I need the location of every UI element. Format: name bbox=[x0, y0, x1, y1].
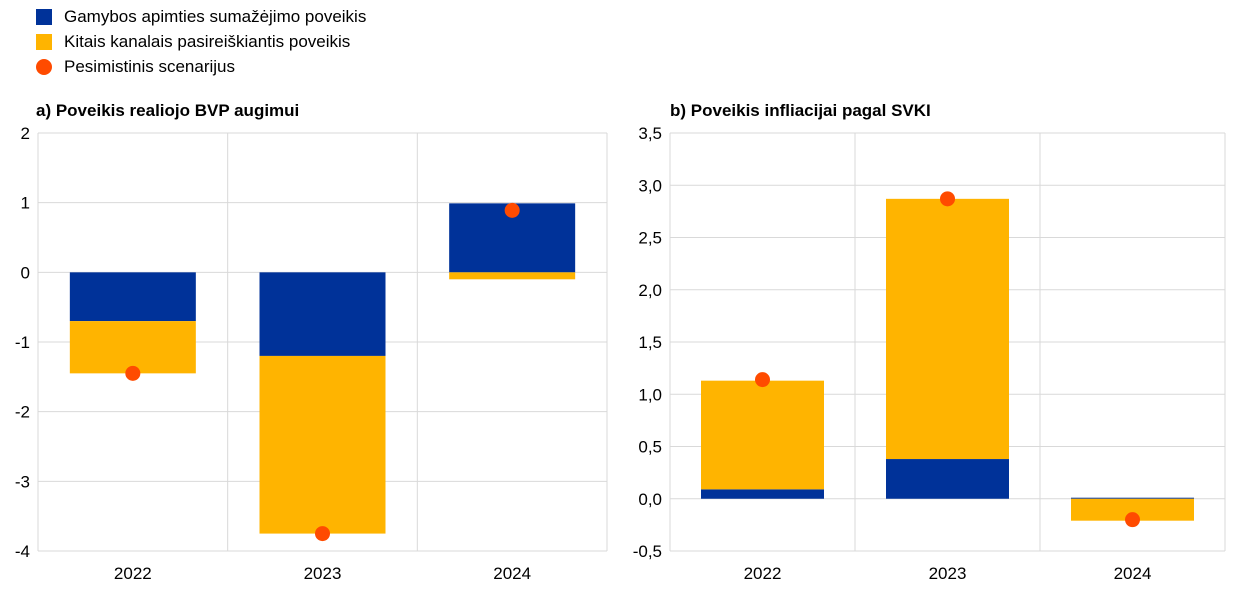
y-tick-label: 0 bbox=[21, 263, 30, 282]
y-tick-label: 0,0 bbox=[638, 490, 662, 509]
y-tick-label: 1,5 bbox=[638, 333, 662, 352]
legend-item-other: Kitais kanalais pasireiškiantis poveikis bbox=[36, 29, 366, 54]
bar-other-channels bbox=[69, 321, 196, 374]
bar-other-channels bbox=[701, 380, 824, 490]
x-tick-label: 2023 bbox=[929, 564, 967, 583]
x-tick-label: 2024 bbox=[1114, 564, 1152, 583]
y-tick-label: 3,0 bbox=[638, 176, 662, 195]
y-tick-label: 1,0 bbox=[638, 385, 662, 404]
legend-item-output: Gamybos apimties sumažėjimo poveikis bbox=[36, 4, 366, 29]
panel-a-title: a) Poveikis realiojo BVP augimui bbox=[36, 101, 299, 120]
x-tick-label: 2022 bbox=[114, 564, 152, 583]
y-tick-label: -1 bbox=[15, 333, 30, 352]
scenario-dot bbox=[755, 372, 770, 388]
bar-output-effect bbox=[886, 459, 1009, 499]
scenario-dot bbox=[125, 365, 141, 381]
bar-output-effect bbox=[701, 489, 824, 499]
y-tick-label: 2 bbox=[21, 124, 30, 143]
bar-other-channels bbox=[449, 272, 576, 280]
legend-dot-orange bbox=[36, 58, 52, 75]
y-tick-label: 3,5 bbox=[638, 124, 662, 143]
bar-output-effect bbox=[69, 272, 196, 322]
bar-other-channels bbox=[259, 355, 386, 534]
x-tick-label: 2023 bbox=[304, 564, 342, 583]
scenario-dot bbox=[315, 526, 330, 542]
legend-label: Gamybos apimties sumažėjimo poveikis bbox=[64, 6, 367, 26]
bar-output-effect bbox=[259, 272, 386, 356]
legend-item-scenario: Pesimistinis scenarijus bbox=[36, 54, 366, 79]
x-tick-label: 2022 bbox=[744, 564, 782, 583]
legend-label: Pesimistinis scenarijus bbox=[64, 56, 235, 76]
scenario-dot bbox=[504, 202, 520, 218]
x-tick-label: 2024 bbox=[493, 564, 531, 583]
y-tick-label: 2,0 bbox=[638, 281, 662, 300]
y-tick-label: -2 bbox=[15, 403, 30, 422]
y-tick-label: 1 bbox=[21, 194, 30, 213]
scenario-dot bbox=[940, 191, 955, 207]
bar-output-effect bbox=[1071, 497, 1194, 499]
legend-label: Kitais kanalais pasireiškiantis poveikis bbox=[64, 31, 351, 51]
scenario-dot bbox=[1125, 512, 1140, 528]
y-tick-label: -0,5 bbox=[633, 542, 662, 561]
y-tick-label: 0,5 bbox=[638, 438, 662, 457]
legend: Gamybos apimties sumažėjimo poveikis Kit… bbox=[36, 4, 366, 79]
bar-other-channels bbox=[1071, 498, 1194, 521]
y-tick-label: -3 bbox=[15, 472, 30, 491]
bar-other-channels bbox=[886, 198, 1009, 460]
y-tick-label: 2,5 bbox=[638, 229, 662, 248]
panel-b-title: b) Poveikis infliacijai pagal SVKI bbox=[670, 101, 931, 120]
legend-swatch-blue bbox=[36, 8, 52, 25]
legend-swatch-yellow bbox=[36, 33, 52, 50]
y-tick-label: -4 bbox=[15, 542, 30, 561]
